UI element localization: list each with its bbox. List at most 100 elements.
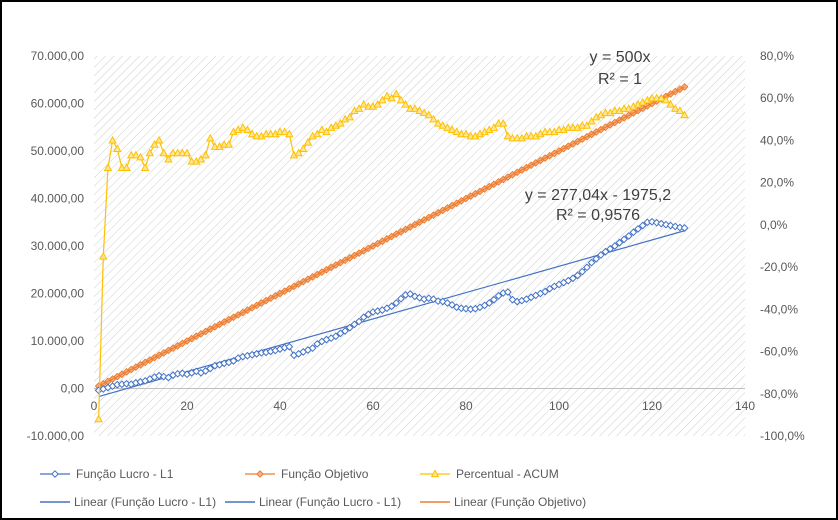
y-right-tick-label: -40,0% (760, 302, 798, 316)
percentual-point (150, 140, 159, 148)
legend-label: Linear (Função Objetivo) (454, 495, 586, 509)
percentual-point (410, 104, 420, 112)
lucro-point (606, 244, 615, 253)
y-right-tick-label: 80,0% (760, 49, 794, 63)
percentual-point (113, 144, 122, 152)
percentual-point (224, 140, 234, 148)
lucro-point (541, 287, 549, 296)
trendline-equations: y = 500x R² = 1 y = 277,04x - 1975,2 R² = 0… (525, 49, 671, 224)
legend-label: Linear (Função Lucro - L1) (259, 495, 401, 509)
y-right-tick-label: -100,0% (760, 429, 805, 443)
percentual-point (196, 154, 206, 163)
percentual-point (447, 125, 457, 133)
percentual-point (322, 127, 331, 136)
lucro-point (634, 224, 642, 233)
lucro-point (610, 242, 619, 250)
y-right-tick-label: 20,0% (760, 176, 794, 190)
x-tick-label: 40 (273, 399, 287, 413)
percentual-point (201, 150, 210, 159)
percentual-point (103, 163, 113, 171)
lucro-point (666, 221, 675, 230)
lucro-point (624, 232, 633, 240)
percentual-point (317, 125, 327, 133)
percentual-point (419, 108, 429, 117)
y-right-tick-label: 40,0% (760, 133, 794, 147)
percentual-point (359, 99, 368, 108)
trendline-1 (98, 86, 685, 387)
y-left-tick-label: 60.000,00 (31, 97, 85, 111)
percentual-point (443, 123, 452, 131)
plot-group (94, 82, 689, 423)
lucro-point (485, 299, 494, 307)
lucro-point (638, 221, 647, 230)
y-right-tick-label: -20,0% (760, 260, 798, 274)
percentual-point (666, 99, 675, 108)
lucro-point (680, 224, 689, 232)
lucro-point (592, 254, 601, 263)
lucro-r2: R² = 0,9576 (556, 207, 640, 224)
lucro-point (122, 379, 131, 388)
percentual-point (354, 104, 364, 112)
percentual-point (392, 89, 401, 98)
legend-swatch-marker (256, 470, 264, 478)
percentual-point (657, 93, 666, 102)
percentual-point (415, 106, 424, 114)
percentual-point (387, 93, 396, 102)
percentual-point (206, 133, 215, 142)
lucro-point (392, 299, 401, 307)
percentual-point (299, 144, 308, 152)
lucro-point (503, 288, 512, 296)
percentual-point (285, 129, 294, 138)
lucro-point (159, 372, 168, 381)
percentual-point (461, 129, 471, 138)
percentual-point (182, 148, 192, 157)
x-tick-label: 20 (180, 399, 194, 413)
lucro-point (457, 304, 466, 313)
objetivo-r2: R² = 1 (598, 71, 642, 88)
lucro-point (341, 327, 350, 335)
lucro-point (345, 323, 354, 332)
lucro-point (350, 320, 359, 329)
percentual-point (345, 112, 354, 121)
x-tick-label: 80 (459, 399, 473, 413)
lucro-point (331, 332, 340, 341)
percentual-point (280, 127, 289, 136)
percentual-point (503, 131, 513, 140)
percentual-point (433, 118, 443, 127)
percentual-point (661, 95, 671, 104)
lucro-point (387, 302, 396, 311)
lucro-point (206, 364, 215, 373)
x-tick-label: 100 (549, 399, 569, 413)
y-left-tick-label: 40.000,00 (31, 192, 85, 206)
percentual-point (159, 148, 168, 157)
lucro-point (620, 235, 629, 244)
lucro-point (359, 313, 368, 322)
lucro-point (396, 294, 405, 303)
percentual-point (131, 150, 141, 159)
legend-label: Linear (Função Lucro - L1) (74, 495, 216, 509)
percentual-point (582, 121, 592, 129)
percentual-point (145, 148, 155, 157)
lucro-point (601, 247, 610, 256)
percentual-point (99, 251, 108, 260)
legend-label: Percentual - ACUM (456, 467, 559, 481)
percentual-point (108, 135, 117, 144)
y-left-tick-label: 30.000,00 (31, 239, 85, 253)
lucro-point (569, 274, 577, 283)
percentual-point (671, 104, 680, 112)
legend: Função Lucro - L1 Função Objetivo Percentu… (40, 467, 586, 509)
lucro-point (308, 344, 317, 353)
y-left-tick-label: 70.000,00 (31, 49, 85, 63)
percentual-point (396, 95, 406, 104)
y-right-tick-label: 0,0% (760, 218, 788, 232)
percentual-point (489, 123, 499, 131)
percentual-point (164, 154, 173, 163)
lucro-point (494, 291, 503, 300)
x-tick-label: 120 (642, 399, 662, 413)
lucro-point (229, 357, 238, 365)
percentual-point (382, 91, 392, 100)
percentual-point (294, 148, 303, 157)
legend-swatch-marker (430, 469, 440, 478)
lucro-point (489, 295, 498, 304)
percentual-point (438, 121, 447, 129)
